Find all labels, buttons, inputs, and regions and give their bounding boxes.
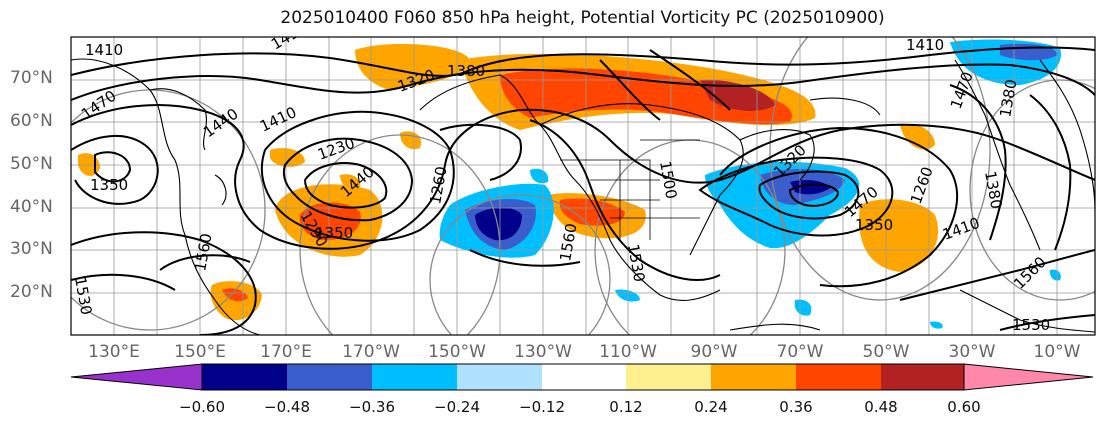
pv-anomaly-fill <box>355 44 470 90</box>
pv-anomaly-fill <box>559 198 625 226</box>
contour-label: 1350 <box>855 216 893 234</box>
contour-label: 1350 <box>90 176 128 194</box>
pv-anomaly-fill <box>500 68 792 125</box>
colorbar-frame <box>201 363 965 391</box>
colorbar-label: 0.48 <box>864 398 898 416</box>
colorbar-segment <box>202 364 287 390</box>
colorbar-label: −0.60 <box>179 398 225 416</box>
lon-label: 150°W <box>428 342 486 362</box>
map-frame <box>70 36 1096 336</box>
colorbar-extend-high <box>963 363 1094 391</box>
contour-label: 1350 <box>315 224 353 242</box>
lat-label: 60°N <box>10 111 53 131</box>
colorbar-label: 0.12 <box>609 398 643 416</box>
lon-label: 150°E <box>174 342 226 362</box>
pv-anomaly-fill <box>700 79 775 112</box>
pv-anomaly-fill <box>530 168 549 184</box>
contour-label: 1530 <box>1012 316 1050 334</box>
lat-label: 20°N <box>10 282 53 302</box>
lon-label: 30°W <box>948 342 996 362</box>
map-title: 2025010400 F060 850 hPa height, Potentia… <box>280 8 885 28</box>
colorbar-label: 0.24 <box>694 398 728 416</box>
colorbar-segment <box>711 364 796 390</box>
pv-anomaly-fill <box>930 321 943 329</box>
height-contours <box>71 46 1095 335</box>
colorbar-segment <box>372 364 457 390</box>
lat-label: 50°N <box>10 154 53 174</box>
colorbar-segment <box>881 364 964 390</box>
pv-anomaly-fill <box>1049 269 1061 281</box>
colorbar-segment <box>796 364 881 390</box>
lon-label: 70°W <box>776 342 824 362</box>
colorbar-segment <box>287 364 372 390</box>
colorbar-label: −0.12 <box>519 398 565 416</box>
contour-label: 1410 <box>85 41 123 59</box>
pv-anomaly-fill <box>794 299 812 316</box>
contour-label: 1410 <box>906 36 944 54</box>
lat-label: 30°N <box>10 239 53 259</box>
lon-label: 110°W <box>599 342 657 362</box>
lon-label: 90°W <box>690 342 738 362</box>
lat-label: 70°N <box>10 68 53 88</box>
colorbar-segment <box>542 364 626 390</box>
colorbar-label: −0.36 <box>349 398 395 416</box>
colorbar-label: −0.48 <box>264 398 310 416</box>
colorbar-label: 0.36 <box>779 398 813 416</box>
lon-label: 50°W <box>862 342 910 362</box>
pv-anomaly-fill <box>615 289 640 302</box>
lon-label: 130°E <box>88 342 140 362</box>
colorbar-segment <box>457 364 542 390</box>
lon-label: 170°E <box>260 342 312 362</box>
lat-label: 40°N <box>10 197 53 217</box>
colorbar <box>70 363 1094 391</box>
lon-label: 10°W <box>1033 342 1081 362</box>
pv-anomaly-fill <box>900 123 935 150</box>
pv-anomaly-fill <box>222 288 248 302</box>
lon-label: 170°W <box>342 342 400 362</box>
pv-anomaly-fill <box>340 174 361 190</box>
colorbar-extend-low <box>70 363 203 391</box>
colorbar-segment <box>626 364 711 390</box>
contour-label: 1380 <box>447 62 485 80</box>
pv-anomaly-fill <box>475 207 522 241</box>
lon-label: 130°W <box>514 342 572 362</box>
coastlines <box>71 58 1095 335</box>
graticule <box>71 37 1095 335</box>
map-panel: 1410 1410 1470 1380 1320 1440 1410 1230 … <box>70 36 1096 336</box>
colorbar-label: −0.24 <box>434 398 480 416</box>
colorbar-label: 0.60 <box>947 398 981 416</box>
political-borders <box>560 139 700 240</box>
